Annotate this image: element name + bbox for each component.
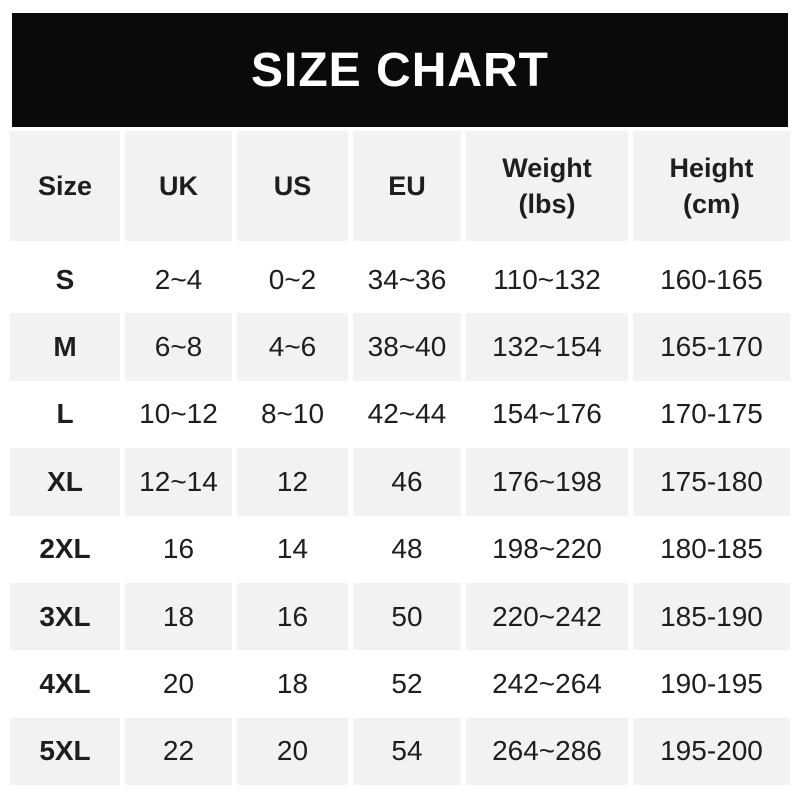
cell-size: S (55, 263, 75, 295)
column-header-height: Height (cm) (633, 131, 790, 241)
cell-size: 2XL (39, 533, 91, 565)
cell-size: 4XL (39, 668, 91, 700)
table-row: L 10~12 8~10 42~44 154~176 170-175 (10, 381, 790, 448)
size-table: Size UK US EU Weight (lbs) Height (cm) (10, 131, 790, 786)
table-header-row: Size UK US EU Weight (lbs) Height (cm) (10, 131, 790, 241)
table-row: S 2~4 0~2 34~36 110~132 160-165 (10, 246, 790, 313)
cell-eu: 50 (353, 582, 461, 651)
cell-height: 165-170 (633, 313, 790, 381)
column-header-label: UK (159, 170, 198, 201)
column-header-weight: Weight (lbs) (466, 131, 628, 241)
cell-weight: 198~220 (492, 533, 602, 565)
cell-weight: 242~264 (492, 668, 602, 700)
cell-height: 185-190 (633, 582, 790, 651)
table-row: 5XL 22 20 54 264~286 195-200 (10, 717, 790, 786)
cell-us: 18 (276, 668, 309, 700)
column-header-eu: EU (353, 131, 461, 241)
cell-height: 180-185 (660, 533, 763, 565)
cell-uk: 18 (125, 582, 232, 651)
column-header-label: Weight (502, 152, 592, 183)
cell-uk: 20 (162, 668, 195, 700)
cell-height: 160-165 (660, 263, 763, 295)
table-row: XL 12~14 12 46 176~198 175-180 (10, 448, 790, 516)
cell-us: 8~10 (260, 398, 325, 430)
cell-height: 175-180 (633, 448, 790, 516)
cell-eu: 34~36 (367, 263, 447, 295)
cell-us: 16 (237, 582, 348, 651)
cell-weight: 176~198 (466, 448, 628, 516)
table-row: 3XL 18 16 50 220~242 185-190 (10, 582, 790, 651)
column-header-size: Size (10, 131, 120, 241)
column-header-uk: UK (125, 131, 232, 241)
column-header-label: Size (37, 170, 93, 201)
cell-uk: 12~14 (125, 448, 232, 516)
cell-uk: 10~12 (139, 398, 218, 430)
column-header-label: Height (669, 152, 754, 183)
table-row: M 6~8 4~6 38~40 132~154 165-170 (10, 313, 790, 381)
column-header-label: EU (388, 170, 426, 201)
cell-weight: 132~154 (466, 313, 628, 381)
cell-eu: 42~44 (367, 398, 447, 430)
cell-size: 5XL (10, 717, 120, 786)
cell-uk: 16 (162, 533, 195, 565)
cell-weight: 110~132 (493, 263, 601, 295)
cell-eu: 48 (391, 533, 423, 565)
cell-eu: 46 (353, 448, 461, 516)
cell-us: 0~2 (268, 263, 317, 295)
column-header-label: US (273, 170, 312, 201)
cell-weight: 264~286 (466, 717, 628, 786)
cell-weight: 220~242 (466, 582, 628, 651)
cell-us: 12 (237, 448, 348, 516)
cell-eu: 38~40 (353, 313, 461, 381)
cell-size: M (10, 313, 120, 381)
cell-height: 195-200 (633, 717, 790, 786)
cell-size: XL (10, 448, 120, 516)
cell-eu: 54 (353, 717, 461, 786)
cell-us: 4~6 (237, 313, 348, 381)
table-row: 2XL 16 14 48 198~220 180-185 (10, 516, 790, 583)
cell-uk: 6~8 (125, 313, 232, 381)
cell-uk: 22 (125, 717, 232, 786)
cell-eu: 52 (391, 668, 423, 700)
column-header-us: US (237, 131, 348, 241)
cell-us: 14 (276, 533, 309, 565)
banner: SIZE CHART (12, 13, 788, 127)
cell-size: 3XL (10, 582, 120, 651)
page-title: SIZE CHART (251, 43, 549, 97)
column-header-subline: (cm) (682, 189, 740, 219)
cell-uk: 2~4 (154, 263, 203, 295)
cell-size: L (56, 398, 74, 430)
column-header-subline: (lbs) (518, 189, 576, 219)
cell-height: 190-195 (660, 668, 763, 700)
cell-height: 170-175 (660, 398, 763, 430)
cell-weight: 154~176 (492, 398, 602, 430)
cell-us: 20 (237, 717, 348, 786)
table-row: 4XL 20 18 52 242~264 190-195 (10, 650, 790, 717)
